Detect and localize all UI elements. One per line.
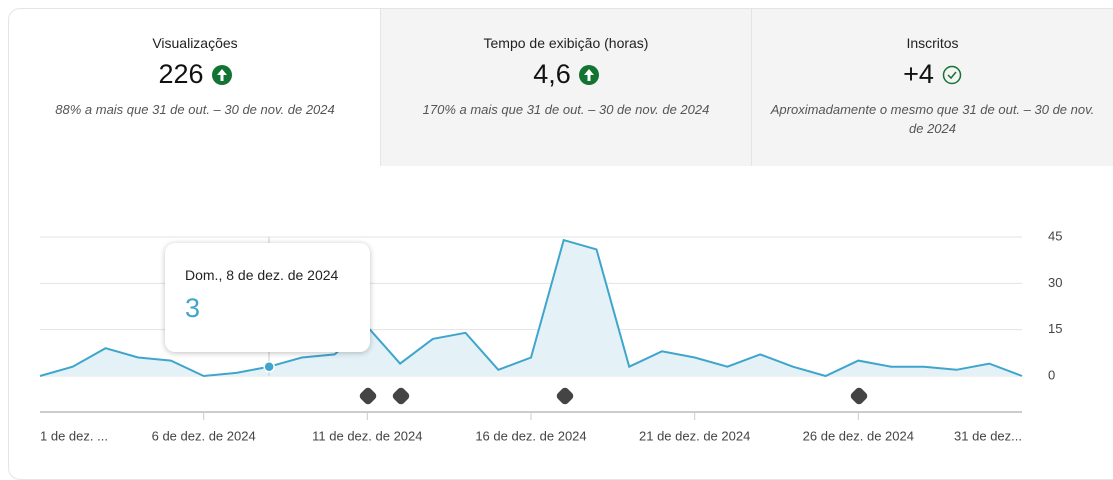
card-value-row: 4,6 xyxy=(391,59,741,90)
card-comparison: Aproximadamente o mesmo que 31 de out. –… xyxy=(770,102,1095,136)
check-icon xyxy=(942,65,962,84)
tooltip-date: Dom., 8 de dez. de 2024 xyxy=(185,267,339,283)
card[interactable]: Visualizações 226 88% a mais que 31 de o… xyxy=(10,9,380,166)
tooltip: Dom., 8 de dez. de 2024 3 xyxy=(165,243,370,352)
card[interactable]: Inscritos +4 Aproximadamente o mesmo que… xyxy=(751,9,1113,166)
card-comparison: 170% a mais que 31 de out. – 30 de nov. … xyxy=(422,102,710,117)
tooltip-value: 3 xyxy=(185,293,201,323)
card-title: Inscritos xyxy=(906,35,959,51)
card-title: Tempo de exibição (horas) xyxy=(483,35,649,51)
card-value-row: 226 xyxy=(20,59,370,90)
up-icon xyxy=(578,64,599,85)
card[interactable]: Tempo de exibição (horas) 4,6 170% a mai… xyxy=(380,9,751,166)
card-value-row: +4 xyxy=(762,59,1103,90)
page: Visualizações 226 88% a mais que 31 de o… xyxy=(8,8,1113,480)
card-comparison: 88% a mais que 31 de out. – 30 de nov. d… xyxy=(55,102,335,117)
card-title: Visualizações xyxy=(152,35,238,51)
card-value: 226 xyxy=(158,59,204,89)
card-value: +4 xyxy=(903,59,934,89)
up-icon xyxy=(211,64,232,85)
card-value: 4,6 xyxy=(533,59,571,89)
